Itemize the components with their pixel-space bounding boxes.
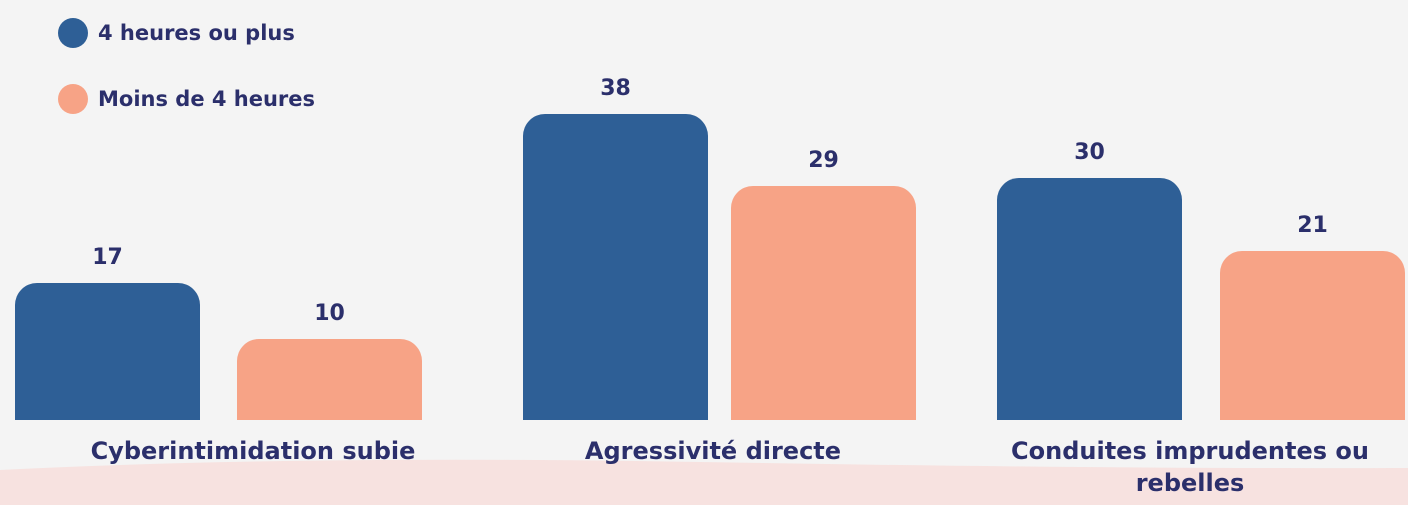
data-label: 21 <box>1253 213 1373 238</box>
data-label: 17 <box>48 245 168 270</box>
bar <box>15 283 200 420</box>
bar <box>523 114 708 420</box>
bar <box>1220 251 1405 420</box>
data-label: 29 <box>764 148 884 173</box>
legend-swatch <box>58 18 88 48</box>
bar <box>731 186 916 420</box>
data-label: 30 <box>1030 140 1150 165</box>
data-label: 10 <box>270 301 390 326</box>
chart: 4 heures ou plus Moins de 4 heures 17 10 Cyb… <box>0 0 1408 505</box>
bar <box>997 178 1182 420</box>
category-label: Agressivité directe <box>493 435 933 467</box>
category-label: Conduites imprudentes ou rebelles <box>970 435 1408 499</box>
legend-item: 4 heures ou plus <box>58 18 295 48</box>
bar <box>237 339 422 420</box>
legend-item: Moins de 4 heures <box>58 84 315 114</box>
legend-label: Moins de 4 heures <box>98 87 315 111</box>
legend-label: 4 heures ou plus <box>98 21 295 45</box>
legend-swatch <box>58 84 88 114</box>
data-label: 38 <box>556 76 676 101</box>
category-label: Cyberintimidation subie <box>33 435 473 467</box>
